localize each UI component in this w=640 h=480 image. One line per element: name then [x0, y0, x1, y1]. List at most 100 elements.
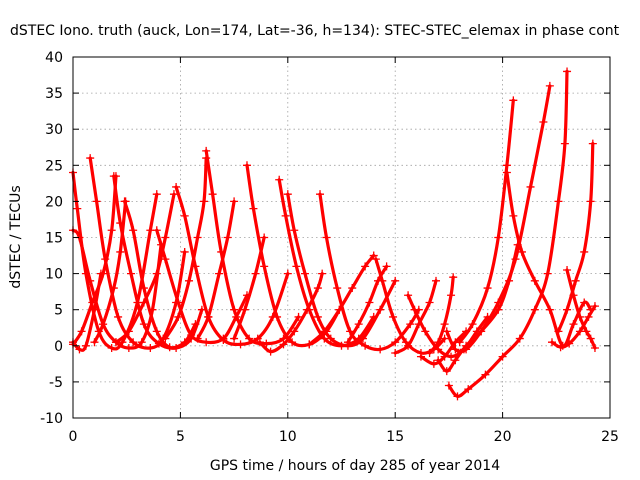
- data-point: [444, 381, 453, 390]
- series-arc-35: [563, 265, 599, 352]
- data-point: [416, 352, 425, 361]
- data-point: [273, 312, 282, 321]
- data-point: [425, 298, 434, 307]
- data-point: [191, 320, 200, 329]
- data-point: [391, 276, 400, 285]
- data-point: [223, 233, 232, 242]
- data-point: [468, 320, 477, 329]
- data-point: [251, 269, 260, 278]
- data-point: [230, 334, 239, 343]
- series-arc-33: [554, 139, 597, 336]
- data-point: [509, 211, 518, 220]
- data-point: [580, 247, 589, 256]
- series-arc-04: [69, 172, 120, 349]
- data-point: [219, 336, 228, 345]
- data-point: [322, 233, 331, 242]
- data-point: [313, 284, 322, 293]
- series-arc-13: [202, 146, 303, 348]
- plot-frame: [72, 56, 611, 419]
- data-point: [279, 340, 288, 349]
- data-point: [543, 269, 552, 278]
- y-tick-label: 15: [45, 231, 63, 247]
- data-point: [333, 284, 342, 293]
- data-point: [440, 334, 449, 343]
- data-point: [494, 233, 503, 242]
- data-point: [281, 211, 290, 220]
- data-point: [498, 352, 507, 361]
- data-point: [230, 305, 239, 314]
- data-point: [502, 168, 511, 177]
- y-tick-label: 35: [45, 86, 63, 102]
- data-point: [361, 341, 370, 350]
- y-tick-label: 5: [54, 303, 63, 319]
- data-point: [584, 312, 593, 321]
- data-point: [361, 262, 370, 271]
- data-point: [563, 265, 572, 274]
- data-point: [571, 276, 580, 285]
- data-point: [230, 197, 239, 206]
- data-point: [86, 276, 95, 285]
- data-point: [262, 339, 271, 348]
- data-point: [358, 334, 367, 343]
- data-point: [152, 269, 161, 278]
- data-point: [502, 161, 511, 170]
- series-line: [71, 174, 118, 346]
- data-point: [548, 338, 557, 347]
- data-point: [86, 154, 95, 163]
- data-point: [447, 291, 456, 300]
- data-point: [236, 340, 245, 349]
- data-point: [442, 367, 451, 376]
- series-arc-09: [111, 190, 178, 347]
- data-point: [116, 247, 125, 256]
- series-arc-19: [255, 269, 327, 356]
- data-point: [406, 320, 415, 329]
- data-point: [81, 341, 90, 350]
- data-point: [517, 247, 526, 256]
- series-arc-27: [416, 327, 471, 368]
- y-axis-label: dSTEC / TECUs: [8, 185, 24, 288]
- data-point: [586, 197, 595, 206]
- data-point: [434, 345, 443, 354]
- data-point: [275, 175, 284, 184]
- data-point: [184, 276, 193, 285]
- data-point: [305, 340, 314, 349]
- data-point: [208, 190, 217, 199]
- series-arc-20: [316, 190, 423, 354]
- data-point: [161, 334, 170, 343]
- data-point: [245, 334, 254, 343]
- data-point: [260, 233, 269, 242]
- data-point: [575, 312, 584, 321]
- data-point: [290, 327, 299, 336]
- data-point: [266, 347, 275, 356]
- data-point: [404, 291, 413, 300]
- series-arc-10: [152, 226, 251, 347]
- data-point: [260, 262, 269, 271]
- data-point: [202, 146, 211, 155]
- data-point: [563, 305, 572, 314]
- data-point: [348, 284, 357, 293]
- series-arc-31: [455, 96, 518, 347]
- data-point: [509, 96, 518, 105]
- y-tick-label: -5: [49, 375, 63, 391]
- data-point: [101, 255, 110, 264]
- data-point: [440, 352, 449, 361]
- data-point: [174, 298, 183, 307]
- data-point: [554, 327, 563, 336]
- data-point: [371, 255, 380, 264]
- series-line: [458, 98, 515, 344]
- data-point: [565, 339, 574, 348]
- data-point: [73, 204, 82, 213]
- x-tick-label: 10: [279, 429, 297, 445]
- data-point: [152, 226, 161, 235]
- data-point: [107, 226, 116, 235]
- data-point: [126, 269, 135, 278]
- data-point: [294, 312, 303, 321]
- series-line: [307, 253, 376, 346]
- x-tick-label: 0: [69, 429, 78, 445]
- data-point: [120, 197, 129, 206]
- data-point: [99, 269, 108, 278]
- series-arc-12: [161, 154, 211, 343]
- data-point: [530, 305, 539, 314]
- data-point: [376, 345, 385, 354]
